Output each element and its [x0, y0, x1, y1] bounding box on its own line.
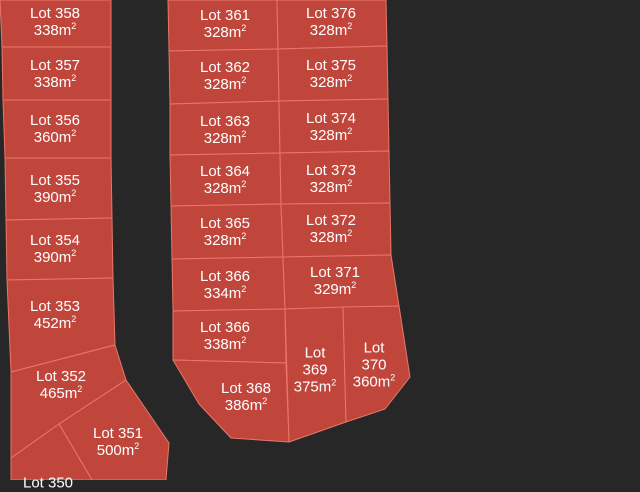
lot-361-parcel[interactable]	[167, 0, 279, 52]
lot-376-parcel[interactable]	[276, 0, 388, 50]
lot-356-parcel[interactable]	[2, 99, 112, 159]
lot-354-parcel[interactable]	[5, 217, 114, 281]
lot-375-parcel[interactable]	[277, 45, 389, 102]
lot-373-parcel[interactable]	[279, 150, 391, 205]
lot-371-parcel[interactable]	[282, 254, 400, 310]
lot-355-parcel[interactable]	[4, 157, 113, 221]
lot-368-parcel[interactable]	[172, 359, 290, 443]
lot-362-parcel[interactable]	[168, 48, 280, 105]
lot-365-parcel[interactable]	[170, 203, 284, 260]
lot-374-parcel[interactable]	[278, 98, 390, 154]
lot-369-parcel[interactable]	[284, 306, 347, 443]
lot-358-parcel[interactable]	[0, 0, 112, 48]
lot-363-parcel[interactable]	[169, 100, 281, 156]
lot-357-parcel[interactable]	[1, 46, 112, 101]
site-plan-map: Lot 358 338m2 Lot 357 338m2 Lot 356 360m2 L…	[0, 0, 411, 492]
lot-372-parcel[interactable]	[280, 202, 392, 258]
lot-boundaries	[0, 0, 411, 480]
lot-364-parcel[interactable]	[169, 152, 282, 207]
lot-366-parcel[interactable]	[171, 256, 286, 312]
lot-366-second-parcel[interactable]	[172, 308, 287, 364]
lot-370-parcel[interactable]	[342, 305, 411, 423]
lot-350-parcel[interactable]	[10, 423, 93, 480]
